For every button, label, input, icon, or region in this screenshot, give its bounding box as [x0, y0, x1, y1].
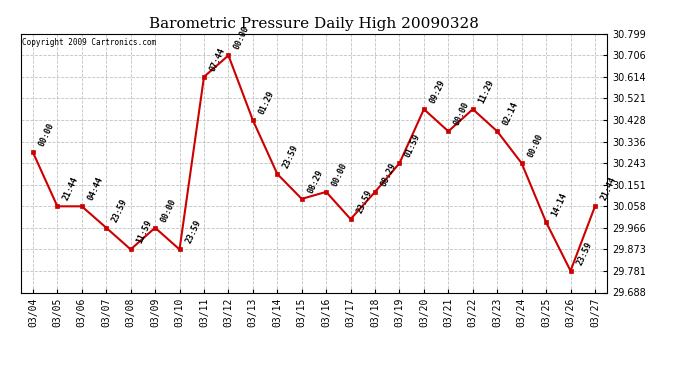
Text: Copyright 2009 Cartronics.com: Copyright 2009 Cartronics.com	[22, 38, 156, 46]
Text: 01:59: 01:59	[404, 133, 422, 159]
Text: 09:29: 09:29	[428, 79, 447, 105]
Text: 00:00: 00:00	[453, 101, 471, 127]
Text: 23:59: 23:59	[282, 143, 300, 170]
Text: 21:44: 21:44	[599, 176, 618, 202]
Text: 07:44: 07:44	[208, 46, 227, 73]
Text: 00:00: 00:00	[233, 25, 251, 51]
Text: 01:29: 01:29	[257, 90, 276, 116]
Text: 11:29: 11:29	[477, 79, 495, 105]
Text: 11:59: 11:59	[135, 219, 154, 245]
Text: 00:00: 00:00	[37, 122, 56, 148]
Text: 23:59: 23:59	[184, 219, 202, 245]
Title: Barometric Pressure Daily High 20090328: Barometric Pressure Daily High 20090328	[149, 17, 479, 31]
Text: 00:00: 00:00	[331, 161, 349, 188]
Text: 02:14: 02:14	[502, 101, 520, 127]
Text: 08:29: 08:29	[380, 161, 398, 188]
Text: 08:29: 08:29	[306, 168, 324, 195]
Text: 21:44: 21:44	[61, 176, 80, 202]
Text: 00:00: 00:00	[159, 197, 178, 223]
Text: 23:59: 23:59	[110, 197, 129, 223]
Text: 00:00: 00:00	[526, 133, 544, 159]
Text: 04:44: 04:44	[86, 176, 105, 202]
Text: 23:59: 23:59	[355, 189, 373, 215]
Text: 14:14: 14:14	[550, 192, 569, 218]
Text: 23:59: 23:59	[575, 240, 593, 267]
